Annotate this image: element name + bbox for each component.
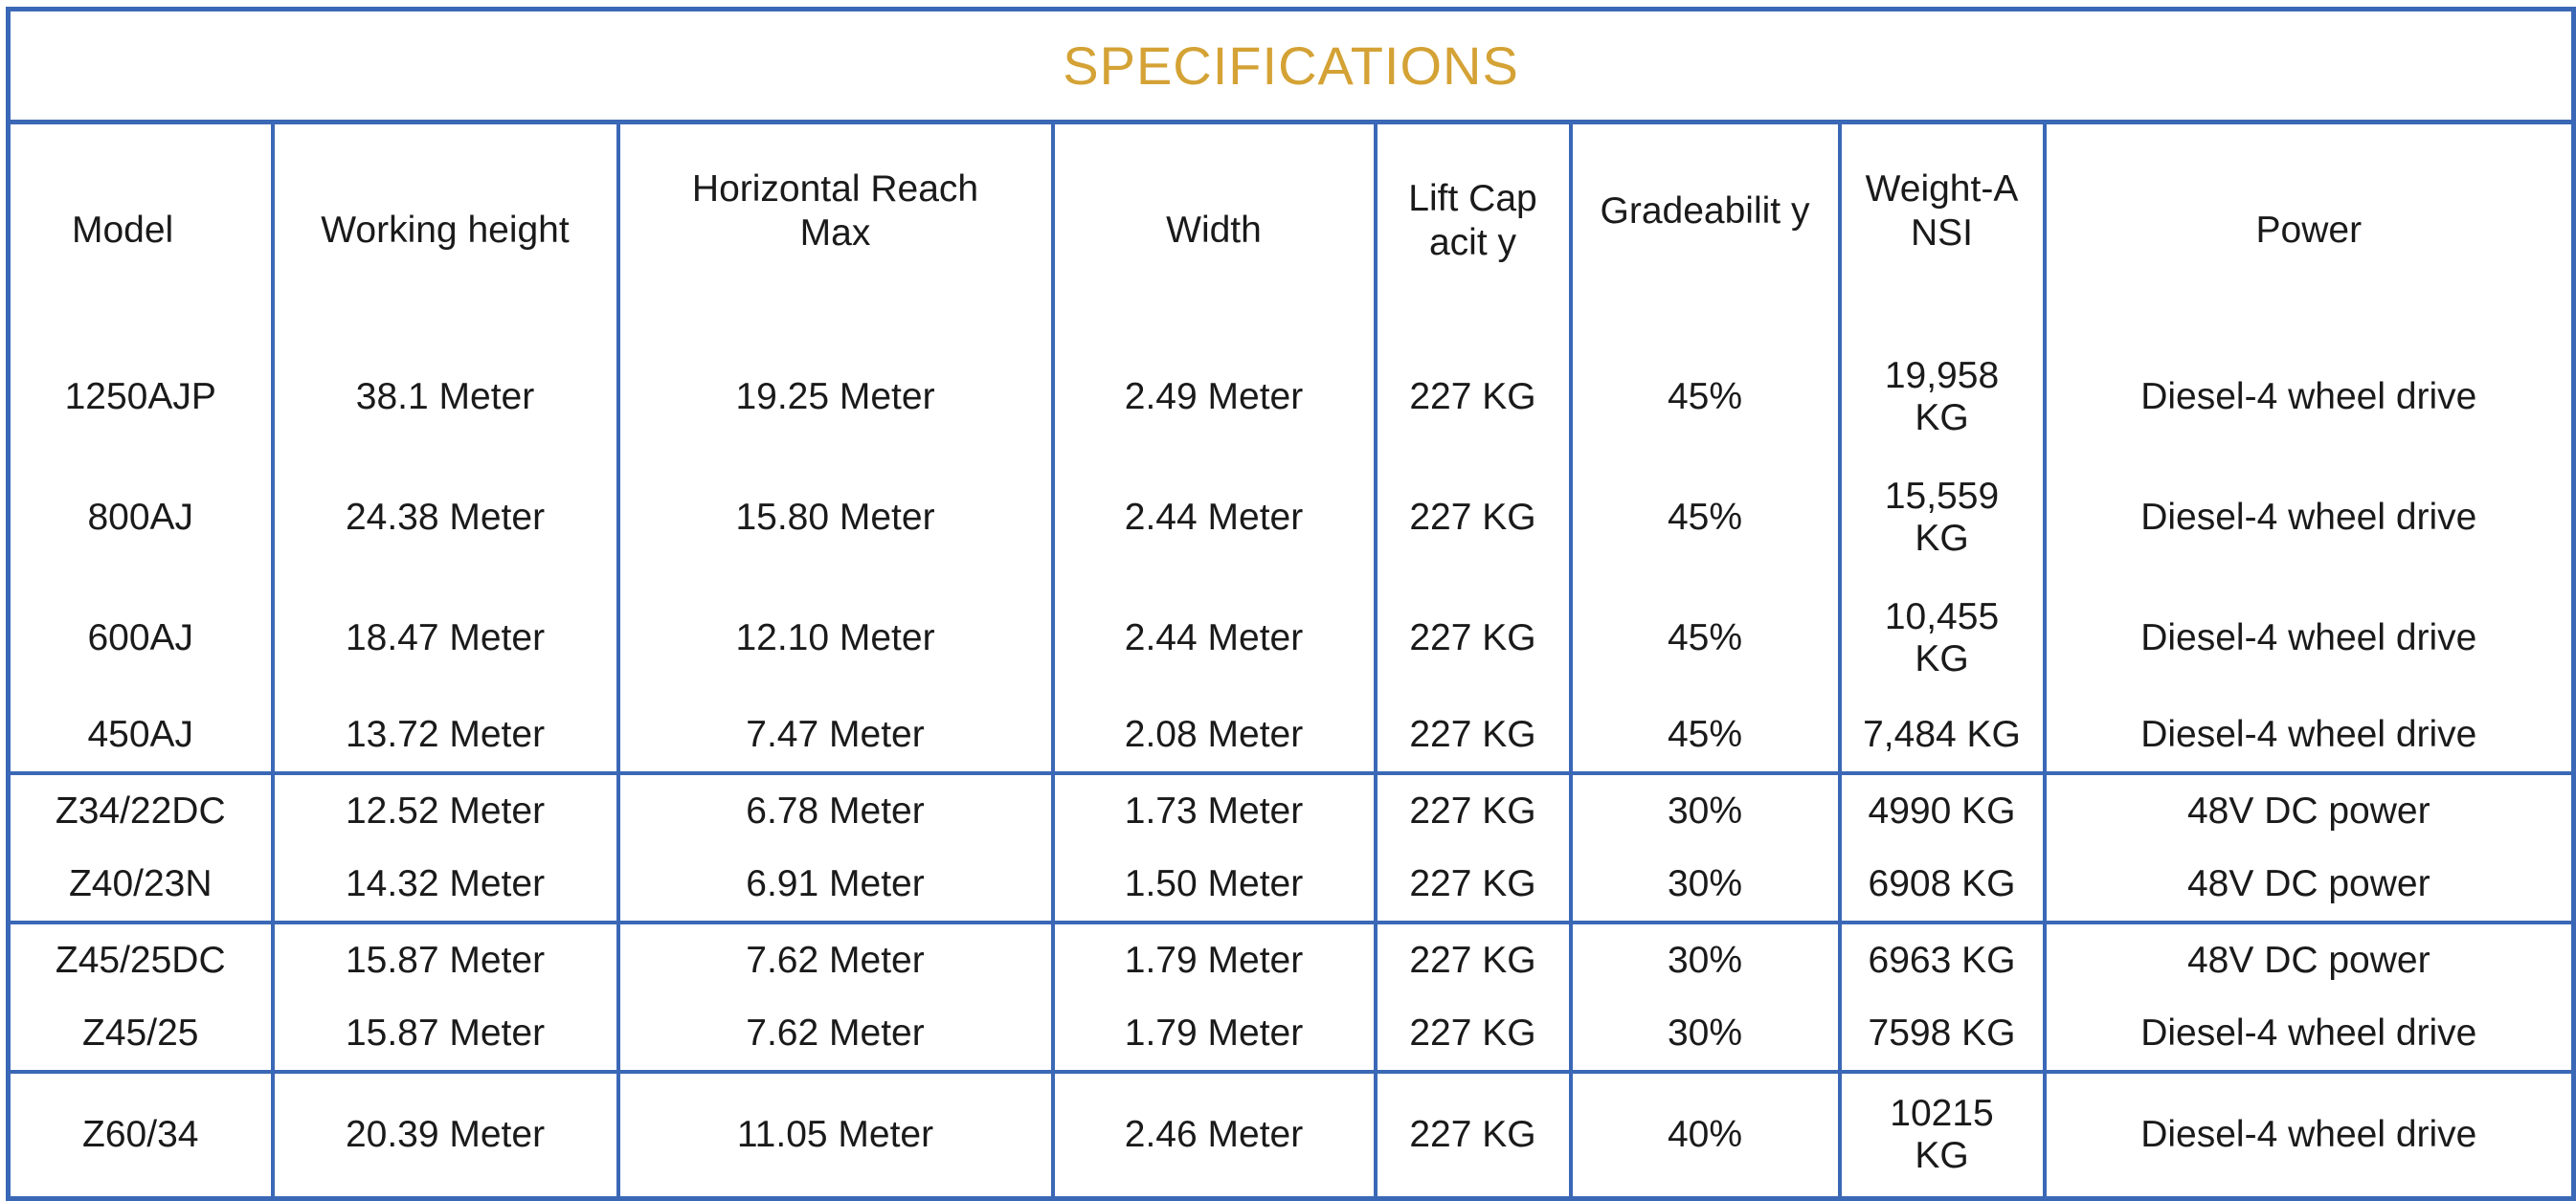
cell-gradeability: 30%	[1568, 771, 1842, 848]
cell-width: 2.44 Meter	[1050, 457, 1378, 578]
cell-gradeability: 30%	[1568, 848, 1842, 923]
cell-weight: 10215 KG	[1837, 1070, 2047, 1199]
cell-weight-value: 10215 KG	[1890, 1093, 1994, 1176]
cell-power: 48V DC power	[2042, 771, 2576, 848]
cell-gradeability: 30%	[1568, 921, 1842, 997]
cell-weight: 7598 KG	[1837, 997, 2047, 1072]
table-row: Z45/25 15.87 Meter 7.62 Meter 1.79 Meter…	[6, 997, 2576, 1072]
cell-model: 450AJ	[6, 699, 275, 773]
column-header-working-height: Working height	[270, 122, 620, 337]
cell-gradeability: 45%	[1568, 337, 1842, 457]
cell-working-height: 15.87 Meter	[270, 921, 620, 997]
cell-power: Diesel-4 wheel drive	[2042, 699, 2576, 773]
cell-model: Z45/25DC	[6, 921, 275, 997]
cell-lift-capacity: 227 KG	[1373, 921, 1573, 997]
cell-width: 2.44 Meter	[1050, 578, 1378, 699]
cell-model: 800AJ	[6, 457, 275, 578]
cell-horizontal-reach: 12.10 Meter	[616, 578, 1055, 699]
cell-weight: 6908 KG	[1837, 848, 2047, 923]
cell-power: 48V DC power	[2042, 848, 2576, 923]
cell-lift-capacity: 227 KG	[1373, 997, 1573, 1072]
cell-gradeability: 45%	[1568, 699, 1842, 773]
column-header-gradeability: Gradeabilit y	[1568, 122, 1842, 337]
column-header-horizontal-reach: Horizontal Reach Max	[616, 122, 1055, 337]
cell-lift-capacity: 227 KG	[1373, 699, 1573, 773]
table-row: Z40/23N 14.32 Meter 6.91 Meter 1.50 Mete…	[6, 848, 2576, 923]
column-header-lift-capacity-label: Lift Capacit y	[1408, 178, 1537, 263]
cell-width: 1.50 Meter	[1050, 848, 1378, 923]
cell-width: 2.08 Meter	[1050, 699, 1378, 773]
cell-weight: 19,958 KG	[1837, 337, 2047, 457]
column-header-power: Power	[2042, 122, 2576, 337]
cell-model: 1250AJP	[6, 337, 275, 457]
cell-width: 1.79 Meter	[1050, 997, 1378, 1072]
cell-gradeability: 45%	[1568, 457, 1842, 578]
cell-model: Z34/22DC	[6, 771, 275, 848]
cell-lift-capacity: 227 KG	[1373, 1070, 1573, 1199]
cell-width: 1.79 Meter	[1050, 921, 1378, 997]
column-header-width: Width	[1050, 122, 1378, 337]
cell-working-height: 12.52 Meter	[270, 771, 620, 848]
cell-horizontal-reach: 6.78 Meter	[616, 771, 1055, 848]
cell-lift-capacity: 227 KG	[1373, 848, 1573, 923]
cell-model: Z60/34	[6, 1070, 275, 1199]
cell-horizontal-reach: 19.25 Meter	[616, 337, 1055, 457]
cell-horizontal-reach: 6.91 Meter	[616, 848, 1055, 923]
cell-working-height: 18.47 Meter	[270, 578, 620, 699]
column-header-horizontal-reach-label: Horizontal Reach Max	[691, 168, 979, 254]
cell-horizontal-reach: 7.62 Meter	[616, 997, 1055, 1072]
specifications-table: SPECIFICATIONS Model Working height Hori…	[6, 7, 2576, 1201]
cell-weight: 15,559 KG	[1837, 457, 2047, 578]
cell-weight-value: 10,455 KG	[1884, 596, 2000, 679]
column-header-gradeability-label: Gradeabilit y	[1600, 190, 1810, 232]
cell-lift-capacity: 227 KG	[1373, 337, 1573, 457]
table-row: Z34/22DC 12.52 Meter 6.78 Meter 1.73 Met…	[6, 771, 2576, 848]
table-row: Z60/34 20.39 Meter 11.05 Meter 2.46 Mete…	[6, 1070, 2576, 1199]
cell-model: Z45/25	[6, 997, 275, 1072]
cell-working-height: 13.72 Meter	[270, 699, 620, 773]
column-header-weight-ansi: Weight-ANSI	[1837, 122, 2047, 337]
cell-weight: 10,455 KG	[1837, 578, 2047, 699]
cell-working-height: 14.32 Meter	[270, 848, 620, 923]
cell-working-height: 24.38 Meter	[270, 457, 620, 578]
cell-model: 600AJ	[6, 578, 275, 699]
cell-weight: 4990 KG	[1837, 771, 2047, 848]
cell-working-height: 20.39 Meter	[270, 1070, 620, 1199]
cell-lift-capacity: 227 KG	[1373, 578, 1573, 699]
cell-weight-value: 19,958 KG	[1884, 355, 2000, 438]
cell-power: 48V DC power	[2042, 921, 2576, 997]
cell-power: Diesel-4 wheel drive	[2042, 1070, 2576, 1199]
cell-working-height: 15.87 Meter	[270, 997, 620, 1072]
table-row: 800AJ 24.38 Meter 15.80 Meter 2.44 Meter…	[6, 457, 2576, 578]
column-header-model: Model	[6, 122, 275, 337]
cell-gradeability: 45%	[1568, 578, 1842, 699]
column-header-weight-ansi-label: Weight-ANSI	[1865, 168, 2019, 254]
table-row: 450AJ 13.72 Meter 7.47 Meter 2.08 Meter …	[6, 699, 2576, 773]
cell-width: 2.46 Meter	[1050, 1070, 1378, 1199]
cell-horizontal-reach: 15.80 Meter	[616, 457, 1055, 578]
cell-width: 1.73 Meter	[1050, 771, 1378, 848]
cell-horizontal-reach: 7.62 Meter	[616, 921, 1055, 997]
cell-horizontal-reach: 7.47 Meter	[616, 699, 1055, 773]
cell-power: Diesel-4 wheel drive	[2042, 997, 2576, 1072]
cell-working-height: 38.1 Meter	[270, 337, 620, 457]
cell-model: Z40/23N	[6, 848, 275, 923]
cell-lift-capacity: 227 KG	[1373, 457, 1573, 578]
cell-lift-capacity: 227 KG	[1373, 771, 1573, 848]
table-row: 1250AJP 38.1 Meter 19.25 Meter 2.49 Mete…	[6, 337, 2576, 457]
table-row: Z45/25DC 15.87 Meter 7.62 Meter 1.79 Met…	[6, 921, 2576, 997]
table-row: 600AJ 18.47 Meter 12.10 Meter 2.44 Meter…	[6, 578, 2576, 699]
table-title: SPECIFICATIONS	[6, 9, 2576, 124]
cell-weight-value: 15,559 KG	[1884, 476, 2000, 559]
cell-power: Diesel-4 wheel drive	[2042, 457, 2576, 578]
cell-weight: 7,484 KG	[1837, 699, 2047, 773]
cell-power: Diesel-4 wheel drive	[2042, 578, 2576, 699]
cell-width: 2.49 Meter	[1050, 337, 1378, 457]
cell-gradeability: 30%	[1568, 997, 1842, 1072]
cell-horizontal-reach: 11.05 Meter	[616, 1070, 1055, 1199]
cell-power: Diesel-4 wheel drive	[2042, 337, 2576, 457]
column-header-lift-capacity: Lift Capacit y	[1373, 122, 1573, 337]
cell-gradeability: 40%	[1568, 1070, 1842, 1199]
cell-weight: 6963 KG	[1837, 921, 2047, 997]
